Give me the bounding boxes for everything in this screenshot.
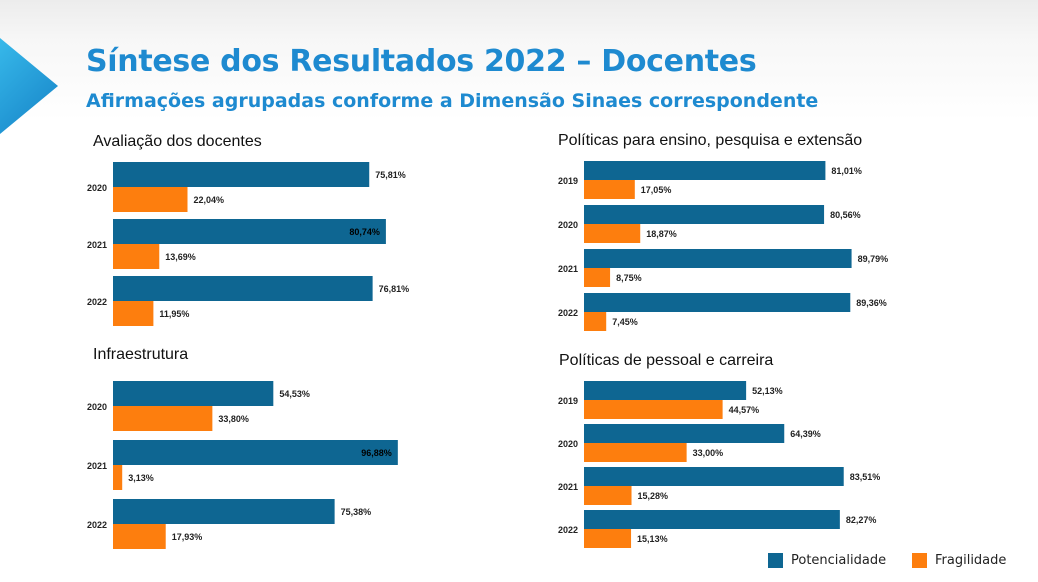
bar-potencialidade-2022 xyxy=(584,293,851,312)
data-label-fragilidade-2020: 18,87% xyxy=(646,229,677,239)
bar-potencialidade-2020 xyxy=(113,381,274,406)
category-label-2022: 2022 xyxy=(558,308,578,318)
bar-fragilidade-2019 xyxy=(584,180,635,199)
chart-title-politicas-ensino: Políticas para ensino, pesquisa e extens… xyxy=(558,132,863,149)
category-label-2022: 2022 xyxy=(87,520,107,530)
bar-potencialidade-2020 xyxy=(584,205,825,224)
category-label-2020: 2020 xyxy=(87,183,107,193)
data-label-fragilidade-2020: 33,00% xyxy=(693,448,724,458)
bar-potencialidade-2022 xyxy=(113,276,373,301)
data-label-fragilidade-2019: 17,05% xyxy=(641,185,672,195)
data-label-potencialidade-2021: 83,51% xyxy=(850,472,881,482)
bar-fragilidade-2021 xyxy=(584,268,611,287)
bar-fragilidade-2022 xyxy=(113,524,166,549)
data-label-fragilidade-2021: 3,13% xyxy=(128,473,154,483)
chart-title-politicas-pessoal: Políticas de pessoal e carreira xyxy=(559,352,774,369)
data-label-potencialidade-2021: 96,88% xyxy=(361,448,392,458)
category-label-2022: 2022 xyxy=(87,297,107,307)
bar-fragilidade-2020 xyxy=(584,224,641,243)
bar-fragilidade-2019 xyxy=(584,400,723,419)
bar-potencialidade-2022 xyxy=(584,510,840,529)
bar-potencialidade-2021 xyxy=(584,467,844,486)
data-label-fragilidade-2019: 44,57% xyxy=(729,405,760,415)
data-label-fragilidade-2022: 17,93% xyxy=(172,532,203,542)
data-label-potencialidade-2019: 81,01% xyxy=(831,166,862,176)
chart-avaliacao-docentes: 2020 75,81% 22,04% 2021 80,74% 13,69% 2022 76,8… xyxy=(87,162,410,326)
data-label-fragilidade-2020: 22,04% xyxy=(193,195,224,205)
bar-potencialidade-2020 xyxy=(584,424,785,443)
data-label-potencialidade-2022: 89,36% xyxy=(856,298,887,308)
bar-fragilidade-2021 xyxy=(113,244,160,269)
bar-fragilidade-2021 xyxy=(584,486,632,505)
data-label-potencialidade-2022: 82,27% xyxy=(846,515,877,525)
category-label-2020: 2020 xyxy=(558,220,578,230)
legend-label-fragilidade: Fragilidade xyxy=(935,552,1007,568)
data-label-potencialidade-2020: 64,39% xyxy=(790,429,821,439)
data-label-fragilidade-2021: 13,69% xyxy=(165,252,196,262)
chart-politicas-ensino: 2019 81,01% 17,05% 2020 80,56% 18,87% 2021 89,7… xyxy=(558,161,889,331)
bar-potencialidade-2022 xyxy=(113,499,335,524)
chart-politicas-pessoal: 2019 52,13% 44,57% 2020 64,39% 33,00% 2021 83,5… xyxy=(558,381,881,548)
chart-title-infraestrutura: Infraestrutura xyxy=(93,346,189,363)
data-label-potencialidade-2022: 76,81% xyxy=(379,284,410,294)
category-label-2021: 2021 xyxy=(558,264,578,274)
page-subtitle: Afirmações agrupadas conforme a Dimensão… xyxy=(86,90,819,112)
category-label-2021: 2021 xyxy=(87,240,107,250)
bar-potencialidade-2021 xyxy=(113,219,386,244)
bar-potencialidade-2019 xyxy=(584,161,826,180)
legend-item-fragilidade: Fragilidade xyxy=(912,550,1006,570)
arrow-decoration xyxy=(0,38,58,134)
bar-fragilidade-2020 xyxy=(113,406,213,431)
page-title: Síntese dos Resultados 2022 – Docentes xyxy=(86,44,757,79)
category-label-2021: 2021 xyxy=(87,461,107,471)
chart-title-avaliacao-docentes: Avaliação dos docentes xyxy=(93,133,262,150)
data-label-potencialidade-2019: 52,13% xyxy=(752,386,783,396)
category-label-2021: 2021 xyxy=(558,482,578,492)
bar-fragilidade-2020 xyxy=(584,443,687,462)
data-label-fragilidade-2021: 8,75% xyxy=(616,273,642,283)
bar-potencialidade-2021 xyxy=(113,440,398,465)
data-label-potencialidade-2022: 75,38% xyxy=(341,507,372,517)
data-label-fragilidade-2022: 7,45% xyxy=(612,317,638,327)
category-label-2020: 2020 xyxy=(87,402,107,412)
bar-potencialidade-2021 xyxy=(584,249,852,268)
data-label-fragilidade-2022: 11,95% xyxy=(159,309,189,319)
bar-fragilidade-2022 xyxy=(584,312,607,331)
data-label-fragilidade-2021: 15,28% xyxy=(638,491,669,501)
bar-potencialidade-2020 xyxy=(113,162,370,187)
legend-label-potencialidade: Potencialidade xyxy=(791,552,887,568)
data-label-potencialidade-2020: 54,53% xyxy=(279,389,310,399)
data-label-potencialidade-2021: 80,74% xyxy=(349,227,380,237)
bar-fragilidade-2020 xyxy=(113,187,188,212)
legend-swatch-fragilidade xyxy=(912,552,927,568)
bar-fragilidade-2022 xyxy=(113,301,154,326)
bar-fragilidade-2022 xyxy=(584,529,632,548)
category-label-2022: 2022 xyxy=(558,525,578,535)
bar-potencialidade-2019 xyxy=(584,381,747,400)
category-label-2019: 2019 xyxy=(558,396,578,406)
category-label-2020: 2020 xyxy=(558,439,578,449)
data-label-potencialidade-2020: 80,56% xyxy=(830,210,861,220)
legend-item-potencialidade: Potencialidade xyxy=(768,550,886,570)
category-label-2019: 2019 xyxy=(558,176,578,186)
legend-swatch-potencialidade xyxy=(768,552,783,568)
data-label-fragilidade-2022: 15,13% xyxy=(637,534,668,544)
chart-infraestrutura: 2020 54,53% 33,80% 2021 96,88% 3,13% 2022 75,38… xyxy=(87,381,398,549)
bar-fragilidade-2021 xyxy=(113,465,123,490)
data-label-fragilidade-2020: 33,80% xyxy=(218,414,249,424)
data-label-potencialidade-2020: 75,81% xyxy=(375,170,406,180)
data-label-potencialidade-2021: 89,79% xyxy=(858,254,889,264)
